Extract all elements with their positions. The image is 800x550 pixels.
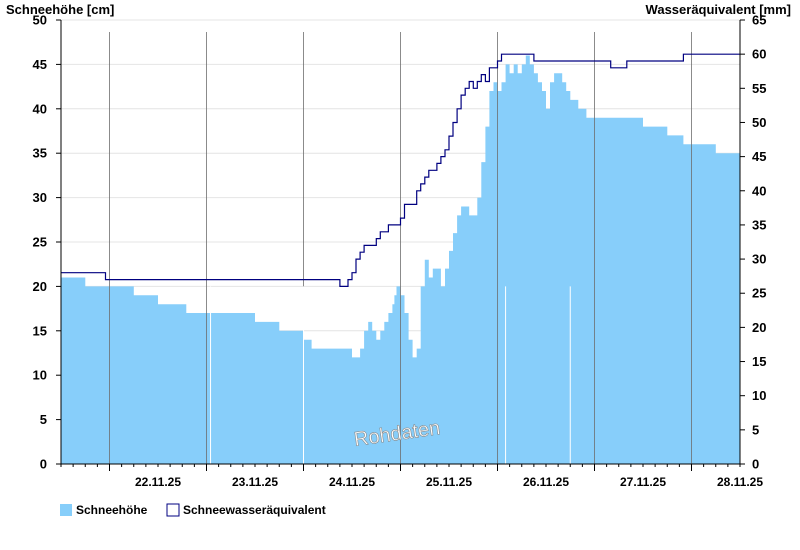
left-tick-label-25: 25 xyxy=(33,235,47,250)
axis-layer: 0 5 10 15 20 25 30 35 40 45 50 0 5 10 15 20 25 30 35 40 45 50… xyxy=(33,13,767,490)
left-tick-label-30: 30 xyxy=(33,190,47,205)
x-tick-label-3: 24.11.25 xyxy=(329,475,375,489)
right-tick-label-50: 50 xyxy=(752,115,766,130)
left-tick-label-0: 0 xyxy=(40,457,47,472)
legend-swatch-snow-depth xyxy=(60,504,72,516)
right-tick-label-0: 0 xyxy=(752,457,759,472)
right-tick-label-60: 60 xyxy=(752,47,766,62)
swe-line-layer xyxy=(61,53,740,287)
right-tick-label-65: 65 xyxy=(752,13,766,28)
right-tick-label-30: 30 xyxy=(752,252,766,267)
left-tick-label-15: 15 xyxy=(33,323,47,338)
left-axis-title: Schneehöhe [cm] xyxy=(6,2,114,17)
left-tick-label-40: 40 xyxy=(33,101,47,116)
right-tick-label-5: 5 xyxy=(752,422,759,437)
right-tick-label-35: 35 xyxy=(752,217,766,232)
legend-label-snow-depth: Schneehöhe xyxy=(76,503,148,517)
left-tick-label-10: 10 xyxy=(33,368,47,383)
legend-label-swe: Schneewasseräquivalent xyxy=(183,503,326,517)
right-tick-label-55: 55 xyxy=(752,81,766,96)
right-tick-label-25: 25 xyxy=(752,286,766,301)
right-axis-title: Wasseräquivalent [mm] xyxy=(646,2,791,17)
right-tick-label-15: 15 xyxy=(752,354,766,369)
right-tick-label-20: 20 xyxy=(752,320,766,335)
x-tick-label-5: 26.11.25 xyxy=(523,475,569,489)
right-tick-label-10: 10 xyxy=(752,388,766,403)
left-tick-label-50: 50 xyxy=(33,13,47,28)
swe-line xyxy=(61,53,740,287)
x-tick-label-6: 27.11.25 xyxy=(620,475,666,489)
right-tick-label-45: 45 xyxy=(752,149,766,164)
legend: Schneehöhe Schneewasseräquivalent xyxy=(60,503,326,517)
legend-swatch-swe xyxy=(166,503,180,517)
right-tick-label-40: 40 xyxy=(752,183,766,198)
x-tick-label-1: 22.11.25 xyxy=(135,475,181,489)
left-tick-label-5: 5 xyxy=(40,412,47,427)
left-tick-label-20: 20 xyxy=(33,279,47,294)
x-tick-label-7: 28.11.25 xyxy=(717,475,763,489)
left-tick-label-35: 35 xyxy=(33,146,47,161)
left-tick-label-45: 45 xyxy=(33,57,47,72)
x-tick-label-4: 25.11.25 xyxy=(426,475,472,489)
day-separator-layer xyxy=(109,32,692,464)
x-tick-label-2: 23.11.25 xyxy=(232,475,278,489)
